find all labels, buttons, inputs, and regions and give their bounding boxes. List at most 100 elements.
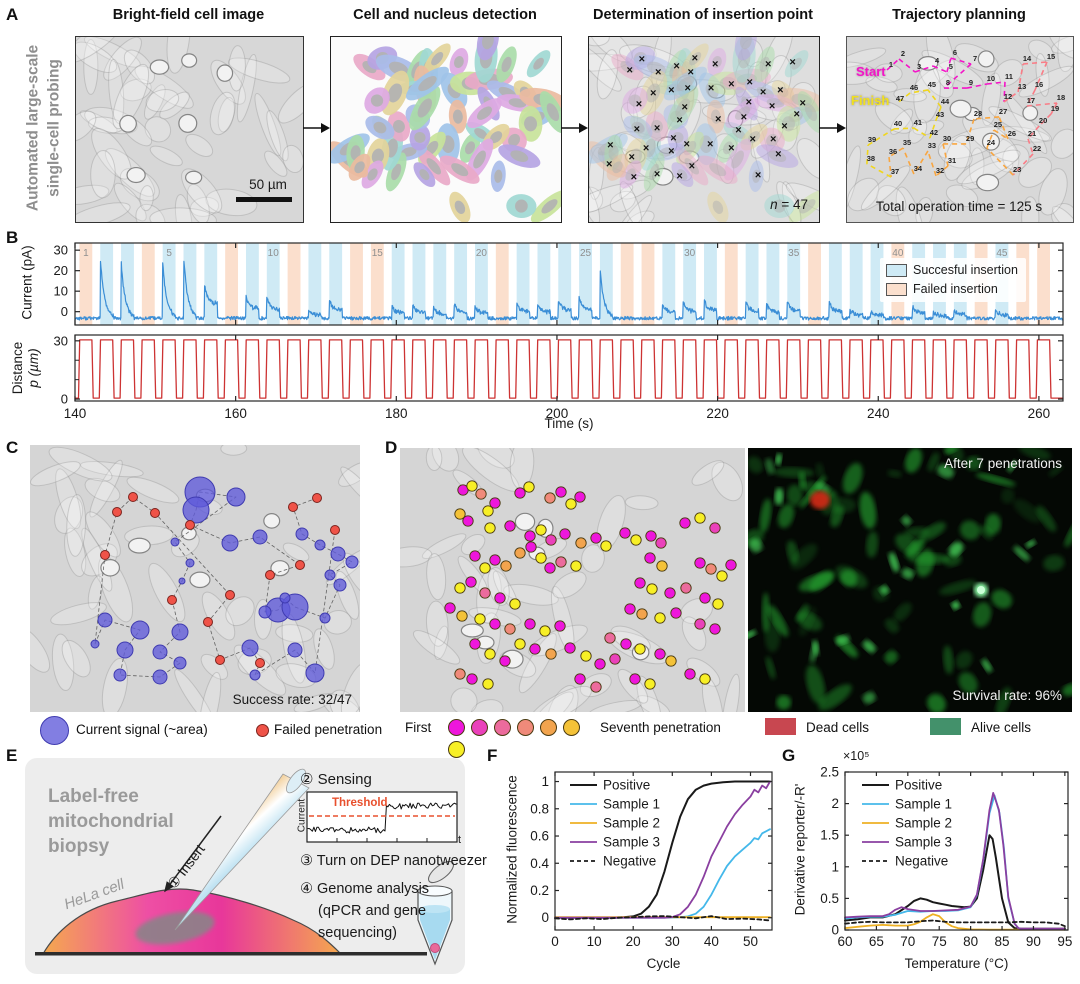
svg-text:11: 11	[1005, 72, 1013, 81]
svg-text:32: 32	[936, 166, 944, 175]
svg-text:180: 180	[385, 406, 408, 421]
n-value: = 47	[777, 197, 808, 212]
svg-text:×: ×	[769, 101, 775, 113]
svg-text:×: ×	[793, 108, 799, 120]
svg-text:2: 2	[901, 49, 905, 58]
success-rate-label: Success rate: 32/47	[232, 692, 352, 707]
svg-text:0.8: 0.8	[530, 801, 549, 816]
svg-text:30: 30	[54, 333, 68, 348]
svg-text:×: ×	[692, 53, 698, 65]
svg-text:×: ×	[755, 170, 761, 182]
svg-text:×: ×	[668, 145, 674, 157]
distance-axis-line2: p (µm)	[26, 348, 41, 388]
svg-text:×: ×	[770, 133, 776, 145]
svg-text:6: 6	[953, 48, 957, 57]
penetration-order-dot-icon	[540, 719, 557, 736]
svg-text:18: 18	[1057, 93, 1065, 102]
svg-text:46: 46	[910, 83, 918, 92]
melt-curve-chart: 60 65 70 75 80 85 90 95 0 0.5 1 1.5 2 2.5 Positive Samp…	[820, 765, 1072, 950]
svg-text:1: 1	[541, 774, 549, 789]
cell-count-label: n = 47	[590, 197, 808, 212]
svg-text:26: 26	[1008, 129, 1016, 138]
svg-text:×: ×	[750, 133, 756, 145]
survival-rate-label: Survival rate: 96%	[952, 688, 1062, 703]
svg-text:×: ×	[708, 83, 714, 95]
svg-text:40: 40	[892, 248, 904, 259]
svg-text:8: 8	[946, 78, 950, 87]
svg-text:×: ×	[636, 98, 642, 110]
y-exponent-label: ×10⁵	[843, 749, 870, 763]
svg-text:45: 45	[996, 248, 1008, 259]
svg-text:45: 45	[928, 80, 936, 89]
svg-text:1: 1	[83, 248, 89, 259]
svg-text:220: 220	[706, 406, 729, 421]
svg-text:21: 21	[1028, 129, 1036, 138]
svg-text:36: 36	[889, 147, 897, 156]
svg-text:1: 1	[889, 60, 893, 69]
svg-text:×: ×	[799, 98, 805, 110]
svg-text:0: 0	[831, 923, 839, 938]
svg-text:×: ×	[655, 66, 661, 78]
svg-text:25: 25	[994, 120, 1002, 129]
svg-text:×: ×	[741, 111, 747, 123]
svg-text:40: 40	[704, 934, 719, 949]
panel-a-title-trajectory: Trajectory planning	[892, 7, 1026, 23]
sensing-step-label: ② Sensing	[300, 771, 372, 788]
svg-text:200: 200	[546, 406, 569, 421]
svg-text:23: 23	[1013, 165, 1021, 174]
svg-text:10: 10	[987, 74, 995, 83]
genome-step-line1: ④ Genome analysis	[300, 881, 430, 897]
svg-text:×: ×	[684, 83, 690, 95]
svg-text:0.2: 0.2	[530, 883, 549, 898]
inset-current-label: Current	[296, 798, 308, 833]
svg-text:Negative: Negative	[895, 854, 948, 869]
svg-text:2: 2	[831, 796, 839, 811]
panel-d-label: D	[385, 438, 398, 457]
svg-text:20: 20	[54, 263, 68, 278]
flow-arrow-icon	[561, 123, 588, 133]
panel-a-title-insertion: Determination of insertion point	[593, 7, 813, 23]
temperature-axis-label: Temperature (°C)	[904, 956, 1009, 971]
threshold-label: Threshold	[332, 797, 388, 809]
flow-arrow-icon	[819, 123, 846, 133]
svg-text:7: 7	[973, 54, 977, 63]
penetration-color-scale	[448, 719, 598, 763]
svg-text:0.6: 0.6	[530, 829, 549, 844]
svg-text:×: ×	[781, 120, 787, 132]
svg-text:×: ×	[775, 148, 781, 160]
svg-text:70: 70	[900, 934, 915, 949]
panel-a-title-brightfield: Bright-field cell image	[112, 7, 265, 23]
svg-text:140: 140	[64, 406, 87, 421]
svg-text:44: 44	[941, 97, 950, 106]
svg-text:4: 4	[935, 56, 940, 65]
svg-text:16: 16	[1035, 80, 1043, 89]
finish-label: Finish	[851, 93, 890, 108]
side-label-line1: Automated large-scale	[24, 44, 42, 212]
success-swatch	[886, 264, 907, 277]
svg-text:1: 1	[831, 859, 839, 874]
svg-text:50: 50	[743, 934, 758, 949]
svg-text:17: 17	[1027, 96, 1035, 105]
panel-a-title-detection: Cell and nucleus detection	[353, 7, 537, 23]
svg-text:×: ×	[606, 158, 612, 170]
svg-text:30: 30	[54, 243, 68, 258]
svg-text:×: ×	[789, 56, 795, 68]
panel-a-side-label: Automated large-scale single-cell probin…	[23, 36, 67, 221]
svg-text:31: 31	[948, 156, 956, 165]
derivative-axis-label: Derivative reporter/-R'	[792, 783, 808, 916]
svg-text:×: ×	[654, 123, 660, 135]
svg-text:×: ×	[765, 59, 771, 71]
svg-text:34: 34	[914, 164, 923, 173]
svg-text:85: 85	[995, 934, 1010, 949]
dead-cells-label: Dead cells	[806, 720, 870, 735]
genome-step-line3: sequencing)	[318, 925, 397, 941]
svg-text:13: 13	[1018, 82, 1026, 91]
svg-text:×: ×	[735, 125, 741, 137]
svg-text:Positive: Positive	[603, 778, 650, 793]
svg-text:0: 0	[61, 392, 68, 407]
svg-text:×: ×	[747, 76, 753, 88]
current-signal-legend-label: Current signal (~area)	[76, 722, 208, 737]
svg-text:Sample 2: Sample 2	[603, 816, 660, 831]
